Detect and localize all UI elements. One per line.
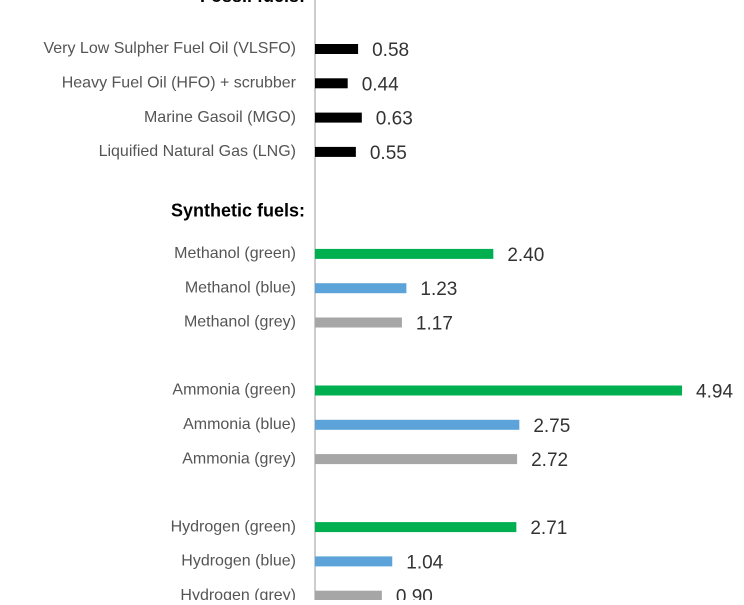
bar [315,522,517,533]
category-label: Ammonia (grey) [182,450,296,467]
value-label: 1.04 [406,552,443,573]
value-label: 1.23 [420,279,457,300]
group-heading: Synthetic fuels: [171,201,305,221]
group-heading: Fossil fuels: [200,0,305,6]
value-label: 1.17 [416,314,453,335]
bar [315,146,356,157]
category-label: Hydrogen (blue) [181,553,296,570]
bar [315,590,382,601]
category-label: Heavy Fuel Oil (HFO) + scrubber [62,75,297,92]
value-label: 0.55 [370,143,407,164]
category-label: Liquified Natural Gas (LNG) [99,143,296,160]
category-label: Methanol (grey) [184,314,296,331]
bar [315,556,393,567]
category-label: Ammonia (blue) [183,416,296,433]
category-label: Ammonia (green) [172,382,296,399]
bar [315,385,683,396]
value-label: 4.94 [696,382,733,403]
bar [315,454,518,465]
category-label: Methanol (green) [174,245,296,262]
category-label: Hydrogen (grey) [180,587,296,600]
value-label: 2.71 [530,518,567,539]
category-label: Marine Gasoil (MGO) [144,109,296,126]
value-label: 0.90 [396,587,433,600]
bar [315,112,362,123]
value-label: 0.44 [362,74,399,95]
bar [315,78,348,89]
category-label: Methanol (blue) [185,279,296,296]
category-label: Very Low Sulpher Fuel Oil (VLSFO) [43,40,296,57]
value-label: 2.75 [533,416,570,437]
bar [315,283,407,294]
bar [315,44,359,54]
value-label: 2.40 [507,245,544,266]
category-label: Hydrogen (green) [171,518,296,535]
bar [315,248,494,259]
bar [315,317,402,328]
value-label: 0.58 [372,40,409,61]
value-label: 2.72 [531,450,568,471]
value-label: 0.63 [376,109,413,130]
bar [315,419,520,430]
